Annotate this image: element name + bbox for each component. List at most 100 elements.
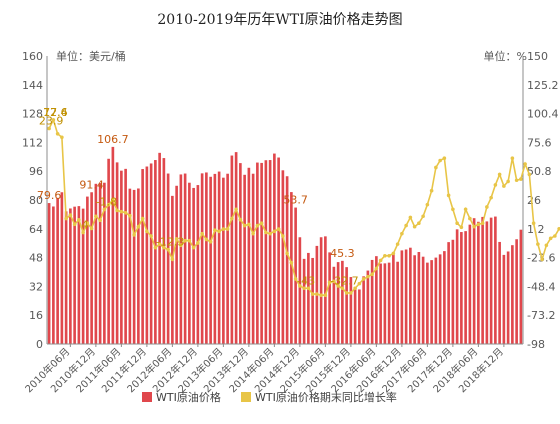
line-data-label: -32.7 xyxy=(330,274,358,287)
growth-point xyxy=(98,218,102,223)
bar xyxy=(443,251,446,344)
bar xyxy=(404,249,408,344)
growth-point xyxy=(540,257,544,262)
y-right-axis: -98-73.2-48.4-23.61.22650.875.6100.4125.… xyxy=(522,50,559,351)
bar xyxy=(455,229,459,344)
bar xyxy=(511,245,514,344)
bar xyxy=(434,257,438,344)
legend-swatch-growth xyxy=(241,392,251,402)
growth-point xyxy=(387,253,391,258)
bar xyxy=(332,266,336,344)
x-axis: 2010年06月2010年12月2011年06月2011年12月2012年06月… xyxy=(22,343,523,395)
bar xyxy=(285,176,289,344)
bar xyxy=(358,289,361,344)
bar xyxy=(234,152,238,344)
bar xyxy=(366,270,370,344)
bar xyxy=(81,208,85,344)
bar xyxy=(494,216,497,344)
growth-point xyxy=(276,227,281,231)
bar xyxy=(120,170,123,344)
bar xyxy=(60,192,64,344)
bar xyxy=(447,242,450,344)
bar xyxy=(477,221,480,344)
growth-point xyxy=(272,229,277,234)
growth-point xyxy=(527,172,532,177)
bar xyxy=(413,255,416,344)
bar xyxy=(481,216,484,344)
y-left-tick-label: 96 xyxy=(29,165,43,178)
growth-point xyxy=(374,266,379,271)
growth-point xyxy=(497,172,502,177)
growth-point xyxy=(514,178,519,183)
bar xyxy=(226,173,229,344)
bar xyxy=(94,183,98,344)
y-right-tick-label: -98 xyxy=(527,338,545,351)
bar xyxy=(111,146,115,344)
bar xyxy=(468,224,472,344)
bar xyxy=(230,155,234,344)
growth-point xyxy=(425,202,430,207)
growth-point xyxy=(149,234,153,238)
y-right-tick-label: 1.2 xyxy=(527,223,545,236)
bar xyxy=(77,206,81,344)
growth-point xyxy=(140,216,145,221)
bar xyxy=(277,157,280,344)
y-right-tick-label: -73.2 xyxy=(527,309,555,322)
y-left-tick-label: 64 xyxy=(29,223,43,236)
bar xyxy=(128,188,132,344)
y-left-tick-label: 144 xyxy=(22,79,43,92)
growth-point xyxy=(221,227,226,231)
bar xyxy=(107,158,110,344)
bar xyxy=(341,260,344,344)
bar xyxy=(451,239,455,344)
growth-point xyxy=(502,184,506,188)
y-right-tick-label: 75.6 xyxy=(527,136,552,149)
bar xyxy=(485,221,489,344)
growth-point xyxy=(349,291,353,295)
growth-point xyxy=(404,223,408,228)
growth-point xyxy=(340,286,345,291)
growth-point xyxy=(55,132,60,136)
growth-point xyxy=(510,156,515,160)
bar xyxy=(273,153,276,344)
bar xyxy=(464,231,467,344)
bar xyxy=(349,277,353,344)
growth-point xyxy=(463,207,468,212)
bar xyxy=(56,197,59,344)
growth-point xyxy=(451,207,455,212)
growth-point xyxy=(128,213,132,218)
legend-swatch-price xyxy=(142,392,152,402)
growth-point xyxy=(336,284,340,288)
bar xyxy=(506,251,510,344)
growth-point xyxy=(145,229,149,234)
growth-point xyxy=(132,233,136,237)
y-right-tick-label: 50.8 xyxy=(527,165,552,178)
bar xyxy=(243,174,246,344)
growth-point xyxy=(200,231,204,236)
bar xyxy=(188,182,191,344)
growth-point xyxy=(536,242,540,246)
bar xyxy=(438,254,442,344)
bar xyxy=(370,259,374,344)
growth-point xyxy=(268,231,272,236)
growth-point xyxy=(442,156,447,160)
bar xyxy=(183,173,187,344)
data-labels: 79.6 106.7 91.4 45.3 53.7 63.5 77.623.912.4 4 -1… xyxy=(37,0,559,287)
growth-point xyxy=(162,245,166,250)
bar xyxy=(69,208,72,344)
growth-point xyxy=(378,258,383,263)
growth-point xyxy=(485,205,489,209)
growth-point xyxy=(68,213,73,217)
bar xyxy=(519,229,523,344)
bar-data-label: 53.7 xyxy=(283,194,308,207)
bar-data-label: 106.7 xyxy=(97,133,129,146)
bar xyxy=(281,170,285,344)
growth-point xyxy=(89,226,94,231)
y-left-tick-label: 0 xyxy=(36,338,43,351)
bar xyxy=(217,171,221,344)
bar xyxy=(472,218,476,344)
growth-point xyxy=(196,241,200,245)
line-data-label: 4 xyxy=(82,219,89,232)
growth-point xyxy=(327,280,332,285)
